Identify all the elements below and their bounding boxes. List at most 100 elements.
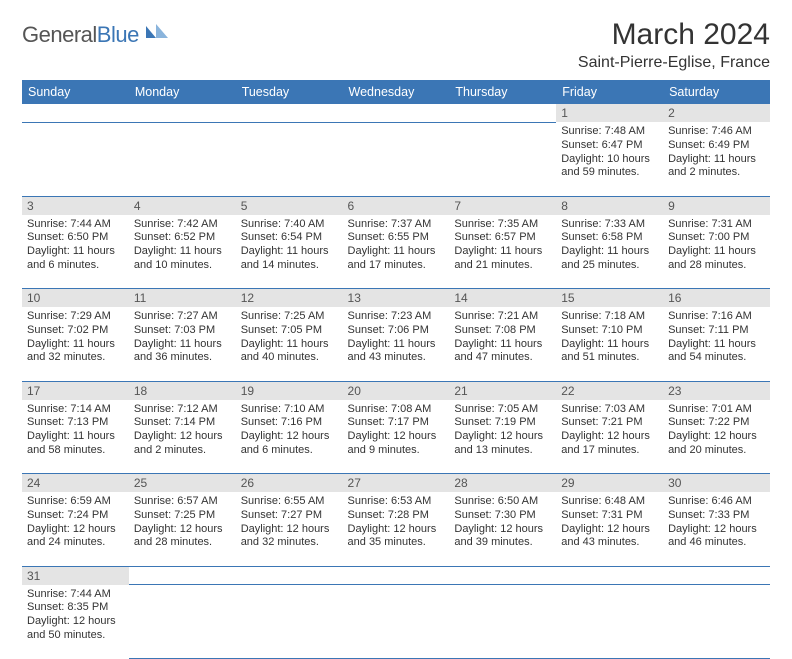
day-number-cell: 31 xyxy=(22,566,129,585)
day-number-cell: 25 xyxy=(129,474,236,493)
day-cell: Sunrise: 6:53 AMSunset: 7:28 PMDaylight:… xyxy=(343,492,450,566)
day-number-cell xyxy=(236,566,343,585)
sunrise-line: Sunrise: 7:35 AM xyxy=(454,218,551,232)
sunset-line: Sunset: 7:03 PM xyxy=(134,324,231,338)
sunrise-line: Sunrise: 7:01 AM xyxy=(668,403,765,417)
sunrise-line: Sunrise: 7:23 AM xyxy=(348,310,445,324)
day-number-cell: 20 xyxy=(343,381,450,400)
day-cell: Sunrise: 7:33 AMSunset: 6:58 PMDaylight:… xyxy=(556,215,663,289)
day-cell: Sunrise: 7:27 AMSunset: 7:03 PMDaylight:… xyxy=(129,307,236,381)
sunrise-line: Sunrise: 7:16 AM xyxy=(668,310,765,324)
sunrise-line: Sunrise: 7:44 AM xyxy=(27,588,124,602)
day-number-cell: 17 xyxy=(22,381,129,400)
day-number-cell: 19 xyxy=(236,381,343,400)
day-number-cell: 22 xyxy=(556,381,663,400)
sunset-line: Sunset: 6:58 PM xyxy=(561,231,658,245)
daylight-line: Daylight: 11 hours and 25 minutes. xyxy=(561,245,658,273)
day-cell xyxy=(556,585,663,659)
day-cell: Sunrise: 7:16 AMSunset: 7:11 PMDaylight:… xyxy=(663,307,770,381)
daylight-line: Daylight: 12 hours and 24 minutes. xyxy=(27,523,124,551)
daylight-line: Daylight: 12 hours and 32 minutes. xyxy=(241,523,338,551)
sunrise-line: Sunrise: 7:46 AM xyxy=(668,125,765,139)
sunrise-line: Sunrise: 7:18 AM xyxy=(561,310,658,324)
sunrise-line: Sunrise: 6:53 AM xyxy=(348,495,445,509)
daylight-line: Daylight: 12 hours and 39 minutes. xyxy=(454,523,551,551)
day-cell xyxy=(236,122,343,196)
daylight-line: Daylight: 11 hours and 14 minutes. xyxy=(241,245,338,273)
day-cell: Sunrise: 7:12 AMSunset: 7:14 PMDaylight:… xyxy=(129,400,236,474)
day-number-cell xyxy=(449,566,556,585)
location-subtitle: Saint-Pierre-Eglise, France xyxy=(578,54,770,72)
daylight-line: Daylight: 10 hours and 59 minutes. xyxy=(561,153,658,181)
day-cell: Sunrise: 7:01 AMSunset: 7:22 PMDaylight:… xyxy=(663,400,770,474)
day-number-cell xyxy=(236,104,343,122)
sunrise-line: Sunrise: 7:27 AM xyxy=(134,310,231,324)
sunset-line: Sunset: 7:28 PM xyxy=(348,509,445,523)
weekday-header: Monday xyxy=(129,80,236,104)
day-cell: Sunrise: 7:44 AMSunset: 8:35 PMDaylight:… xyxy=(22,585,129,659)
daylight-line: Daylight: 12 hours and 43 minutes. xyxy=(561,523,658,551)
sunset-line: Sunset: 6:57 PM xyxy=(454,231,551,245)
sunrise-line: Sunrise: 7:08 AM xyxy=(348,403,445,417)
daylight-line: Daylight: 12 hours and 50 minutes. xyxy=(27,615,124,643)
weekday-header: Sunday xyxy=(22,80,129,104)
sunset-line: Sunset: 7:13 PM xyxy=(27,416,124,430)
day-number-cell: 15 xyxy=(556,289,663,308)
day-number-cell: 27 xyxy=(343,474,450,493)
daylight-line: Daylight: 12 hours and 35 minutes. xyxy=(348,523,445,551)
day-cell: Sunrise: 6:46 AMSunset: 7:33 PMDaylight:… xyxy=(663,492,770,566)
day-number-cell: 29 xyxy=(556,474,663,493)
day-cell xyxy=(129,122,236,196)
sunrise-line: Sunrise: 6:55 AM xyxy=(241,495,338,509)
sunrise-line: Sunrise: 7:29 AM xyxy=(27,310,124,324)
sunset-line: Sunset: 7:25 PM xyxy=(134,509,231,523)
day-cell: Sunrise: 7:10 AMSunset: 7:16 PMDaylight:… xyxy=(236,400,343,474)
sunset-line: Sunset: 7:27 PM xyxy=(241,509,338,523)
daylight-line: Daylight: 11 hours and 21 minutes. xyxy=(454,245,551,273)
day-cell xyxy=(449,585,556,659)
daylight-line: Daylight: 11 hours and 40 minutes. xyxy=(241,338,338,366)
day-number-cell: 10 xyxy=(22,289,129,308)
logo-text-2: Blue xyxy=(97,22,139,48)
day-number-cell: 30 xyxy=(663,474,770,493)
week-row: Sunrise: 7:29 AMSunset: 7:02 PMDaylight:… xyxy=(22,307,770,381)
day-number-cell xyxy=(343,566,450,585)
day-cell xyxy=(343,122,450,196)
day-cell xyxy=(236,585,343,659)
day-cell: Sunrise: 7:25 AMSunset: 7:05 PMDaylight:… xyxy=(236,307,343,381)
day-cell: Sunrise: 7:42 AMSunset: 6:52 PMDaylight:… xyxy=(129,215,236,289)
sunset-line: Sunset: 6:54 PM xyxy=(241,231,338,245)
daynum-row: 10111213141516 xyxy=(22,289,770,308)
sunset-line: Sunset: 7:02 PM xyxy=(27,324,124,338)
day-number-cell: 4 xyxy=(129,196,236,215)
day-number-cell xyxy=(22,104,129,122)
day-cell: Sunrise: 7:37 AMSunset: 6:55 PMDaylight:… xyxy=(343,215,450,289)
day-cell xyxy=(449,122,556,196)
sunset-line: Sunset: 7:11 PM xyxy=(668,324,765,338)
day-cell: Sunrise: 6:57 AMSunset: 7:25 PMDaylight:… xyxy=(129,492,236,566)
day-cell: Sunrise: 7:23 AMSunset: 7:06 PMDaylight:… xyxy=(343,307,450,381)
daylight-line: Daylight: 12 hours and 46 minutes. xyxy=(668,523,765,551)
sunset-line: Sunset: 7:21 PM xyxy=(561,416,658,430)
day-number-cell: 23 xyxy=(663,381,770,400)
sunset-line: Sunset: 7:00 PM xyxy=(668,231,765,245)
sunset-line: Sunset: 7:16 PM xyxy=(241,416,338,430)
sunrise-line: Sunrise: 6:50 AM xyxy=(454,495,551,509)
daylight-line: Daylight: 11 hours and 32 minutes. xyxy=(27,338,124,366)
day-cell: Sunrise: 6:59 AMSunset: 7:24 PMDaylight:… xyxy=(22,492,129,566)
sunrise-line: Sunrise: 6:59 AM xyxy=(27,495,124,509)
sunrise-line: Sunrise: 7:05 AM xyxy=(454,403,551,417)
sunset-line: Sunset: 7:19 PM xyxy=(454,416,551,430)
sunset-line: Sunset: 8:35 PM xyxy=(27,601,124,615)
day-cell: Sunrise: 7:18 AMSunset: 7:10 PMDaylight:… xyxy=(556,307,663,381)
day-number-cell: 3 xyxy=(22,196,129,215)
day-number-cell: 16 xyxy=(663,289,770,308)
day-number-cell: 6 xyxy=(343,196,450,215)
sunrise-line: Sunrise: 7:44 AM xyxy=(27,218,124,232)
day-cell: Sunrise: 7:03 AMSunset: 7:21 PMDaylight:… xyxy=(556,400,663,474)
daylight-line: Daylight: 11 hours and 17 minutes. xyxy=(348,245,445,273)
day-cell: Sunrise: 7:35 AMSunset: 6:57 PMDaylight:… xyxy=(449,215,556,289)
day-number-cell: 12 xyxy=(236,289,343,308)
day-cell: Sunrise: 7:48 AMSunset: 6:47 PMDaylight:… xyxy=(556,122,663,196)
day-cell: Sunrise: 6:50 AMSunset: 7:30 PMDaylight:… xyxy=(449,492,556,566)
